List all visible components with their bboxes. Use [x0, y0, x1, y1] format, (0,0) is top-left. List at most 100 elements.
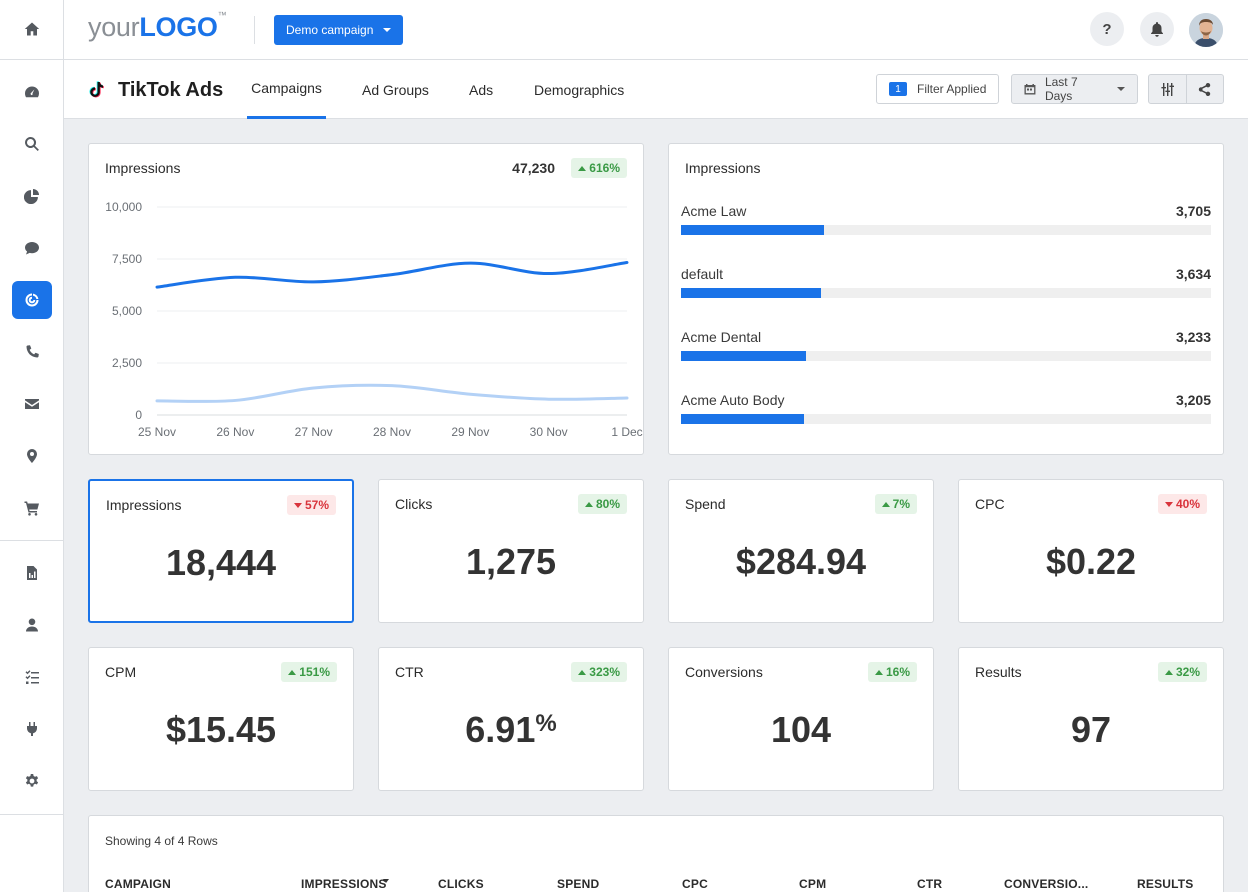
column-header-cpm[interactable]: CPM — [799, 877, 827, 891]
share-icon — [1199, 82, 1211, 96]
date-range-label: Last 7 Days — [1044, 75, 1078, 103]
kpi-number: $0.22 — [1045, 541, 1137, 582]
column-header-label: IMPRESSIONS — [301, 877, 387, 891]
notifications-button[interactable] — [1140, 12, 1174, 46]
search-icon[interactable] — [12, 125, 52, 163]
kpi-value: $284.94 — [669, 540, 933, 583]
date-range-selector[interactable]: Last 7 Days — [1011, 74, 1138, 104]
task-list-icon[interactable] — [12, 658, 52, 696]
sidebar — [0, 0, 64, 892]
user-icon[interactable] — [12, 606, 52, 644]
column-header-ctr[interactable]: CTR — [917, 877, 943, 891]
pie-chart-icon[interactable] — [12, 177, 52, 215]
mail-icon[interactable] — [12, 385, 52, 423]
kpi-suffix: % — [535, 710, 557, 737]
campaign-bar-row[interactable]: Acme Dental 3,233 — [681, 329, 1211, 379]
plug-icon[interactable] — [12, 710, 52, 748]
brand-logo[interactable]: yourLOGO™ — [88, 10, 227, 43]
x-tick-label: 28 Nov — [373, 425, 411, 439]
campaign-name: Acme Dental — [681, 329, 762, 345]
kpi-value: $15.45 — [89, 708, 353, 751]
kpi-value: $0.22 — [959, 540, 1223, 583]
filter-count-badge: 1 — [889, 82, 907, 96]
kpi-card-clicks[interactable]: Clicks 80% 1,275 — [378, 479, 644, 623]
kpi-value: 18,444 — [90, 541, 352, 584]
column-header-spend[interactable]: SPEND — [557, 877, 600, 891]
x-tick-label: 25 Nov — [138, 425, 176, 439]
bar-fill — [681, 414, 805, 424]
phone-icon[interactable] — [12, 333, 52, 371]
card-title: Impressions — [105, 160, 181, 176]
share-button[interactable] — [1185, 75, 1224, 103]
kpi-label: CTR — [395, 664, 424, 680]
kpi-value: 6.91% — [379, 708, 643, 751]
kpi-label: CPC — [975, 496, 1005, 512]
kpi-card-results[interactable]: Results 32% 97 — [958, 647, 1224, 791]
tab-ads[interactable]: Ads — [469, 60, 493, 119]
impressions-total: 47,230 — [512, 160, 555, 176]
tiktok-icon[interactable] — [12, 281, 52, 319]
y-tick-label: 5,000 — [112, 304, 142, 318]
arrow-up-icon — [881, 501, 890, 507]
change-value: 80% — [595, 497, 620, 511]
campaign-table-card: Showing 4 of 4 Rows CAMPAIGN IMPRESSIONS… — [88, 815, 1224, 892]
kpi-number: 18,444 — [165, 542, 277, 583]
column-header-cpc[interactable]: CPC — [682, 877, 708, 891]
bar-fill — [681, 288, 822, 298]
change-value: 7% — [892, 497, 910, 511]
kpi-number: 97 — [1070, 709, 1112, 750]
tab-campaigns[interactable]: Campaigns — [247, 60, 326, 119]
kpi-card-conversions[interactable]: Conversions 16% 104 — [668, 647, 934, 791]
settings-icon[interactable] — [12, 762, 52, 800]
column-header-results[interactable]: RESULTS — [1137, 877, 1194, 891]
logo-text-bold: LOGO — [139, 12, 218, 42]
report-icon[interactable] — [12, 554, 52, 592]
bar-fill — [681, 225, 825, 235]
change-badge: 32% — [1157, 662, 1207, 682]
kpi-card-spend[interactable]: Spend 7% $284.94 — [668, 479, 934, 623]
kpi-card-impressions[interactable]: Impressions 57% 18,444 — [88, 479, 354, 623]
home-icon[interactable] — [12, 10, 52, 48]
change-badge: 151% — [281, 662, 337, 682]
bar-track — [681, 351, 1211, 361]
column-header-conversions[interactable]: CONVERSIO... — [1004, 877, 1089, 891]
change-value: 32% — [1175, 665, 1200, 679]
change-badge: 7% — [874, 494, 917, 514]
column-header-impressions[interactable]: IMPRESSIONS — [301, 877, 389, 891]
kpi-label: Impressions — [106, 497, 182, 513]
change-value: 57% — [304, 498, 329, 512]
help-button[interactable]: ? — [1090, 12, 1124, 46]
column-header-campaign[interactable]: CAMPAIGN — [105, 877, 172, 891]
x-tick-label: 29 Nov — [451, 425, 489, 439]
trademark-mark: ™ — [217, 10, 227, 20]
filter-button[interactable]: 1 Filter Applied — [876, 74, 1000, 104]
campaign-bar-row[interactable]: Acme Auto Body 3,205 — [681, 392, 1211, 442]
campaign-value: 3,205 — [1175, 392, 1211, 408]
campaign-bar-row[interactable]: default 3,634 — [681, 266, 1211, 316]
column-header-clicks[interactable]: CLICKS — [438, 877, 484, 891]
tab-demographics[interactable]: Demographics — [534, 60, 624, 119]
chat-icon[interactable] — [12, 229, 52, 267]
dashboard-icon[interactable] — [12, 73, 52, 111]
campaign-bar-row[interactable]: Acme Law 3,705 — [681, 203, 1211, 253]
cart-icon[interactable] — [12, 489, 52, 527]
kpi-value: 104 — [669, 708, 933, 751]
kpi-label: Spend — [685, 496, 726, 512]
help-icon: ? — [1102, 20, 1112, 38]
location-icon[interactable] — [12, 437, 52, 475]
kpi-card-cpc[interactable]: CPC 40% $0.22 — [958, 479, 1224, 623]
kpi-card-ctr[interactable]: CTR 323% 6.91% — [378, 647, 644, 791]
avatar[interactable] — [1189, 13, 1223, 47]
kpi-number: $15.45 — [165, 709, 277, 750]
tab-ad-groups[interactable]: Ad Groups — [362, 60, 429, 119]
kpi-card-cpm[interactable]: CPM 151% $15.45 — [88, 647, 354, 791]
filter-label: Filter Applied — [917, 82, 987, 96]
settings-sliders-button[interactable] — [1149, 75, 1186, 103]
change-value: 16% — [885, 665, 910, 679]
tab-label: Ads — [469, 81, 494, 98]
series-line — [155, 383, 629, 403]
arrow-down-icon — [293, 502, 302, 508]
change-value: 151% — [299, 665, 330, 679]
campaign-selector[interactable]: Demo campaign — [274, 15, 404, 45]
bar-track — [681, 414, 1211, 424]
